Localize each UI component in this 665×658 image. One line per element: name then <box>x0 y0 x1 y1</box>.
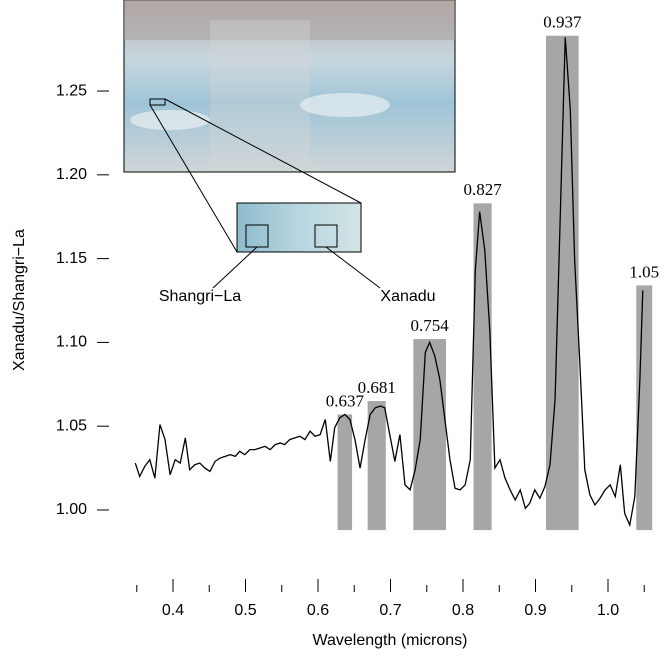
y-axis-label: Xanadu/Shangri−La <box>11 229 28 371</box>
x-tick-label: 0.8 <box>452 602 474 619</box>
y-tick-label: 1.10 <box>56 334 87 351</box>
x-tick-label: 1.0 <box>597 602 619 619</box>
band <box>413 339 446 531</box>
band <box>337 414 353 531</box>
x-tick-label: 0.4 <box>162 602 184 619</box>
band-label: 0.754 <box>411 316 450 335</box>
annotation: Xanadu <box>380 288 435 305</box>
band-label: 1.05 <box>629 262 659 281</box>
y-tick-label: 1.00 <box>56 501 87 518</box>
x-tick-label: 0.9 <box>524 602 546 619</box>
x-tick-label: 0.7 <box>379 602 401 619</box>
y-tick-label: 1.20 <box>56 166 87 183</box>
band-label: 0.637 <box>326 391 365 410</box>
y-tick-label: 1.05 <box>56 417 87 434</box>
x-tick-label: 0.6 <box>307 602 329 619</box>
inset-image <box>123 0 456 289</box>
band <box>636 285 653 531</box>
x-tick-label: 0.5 <box>234 602 256 619</box>
x-axis-label: Wavelength (microns) <box>312 632 467 649</box>
annotation: Shangri−La <box>159 288 241 305</box>
y-tick-label: 1.15 <box>56 250 87 267</box>
band-label: 0.937 <box>543 13 582 32</box>
band-label: 0.827 <box>463 180 502 199</box>
band-label: 0.681 <box>358 378 396 397</box>
spectrum-line <box>134 37 644 528</box>
y-tick-label: 1.25 <box>56 82 87 99</box>
band <box>367 401 386 531</box>
